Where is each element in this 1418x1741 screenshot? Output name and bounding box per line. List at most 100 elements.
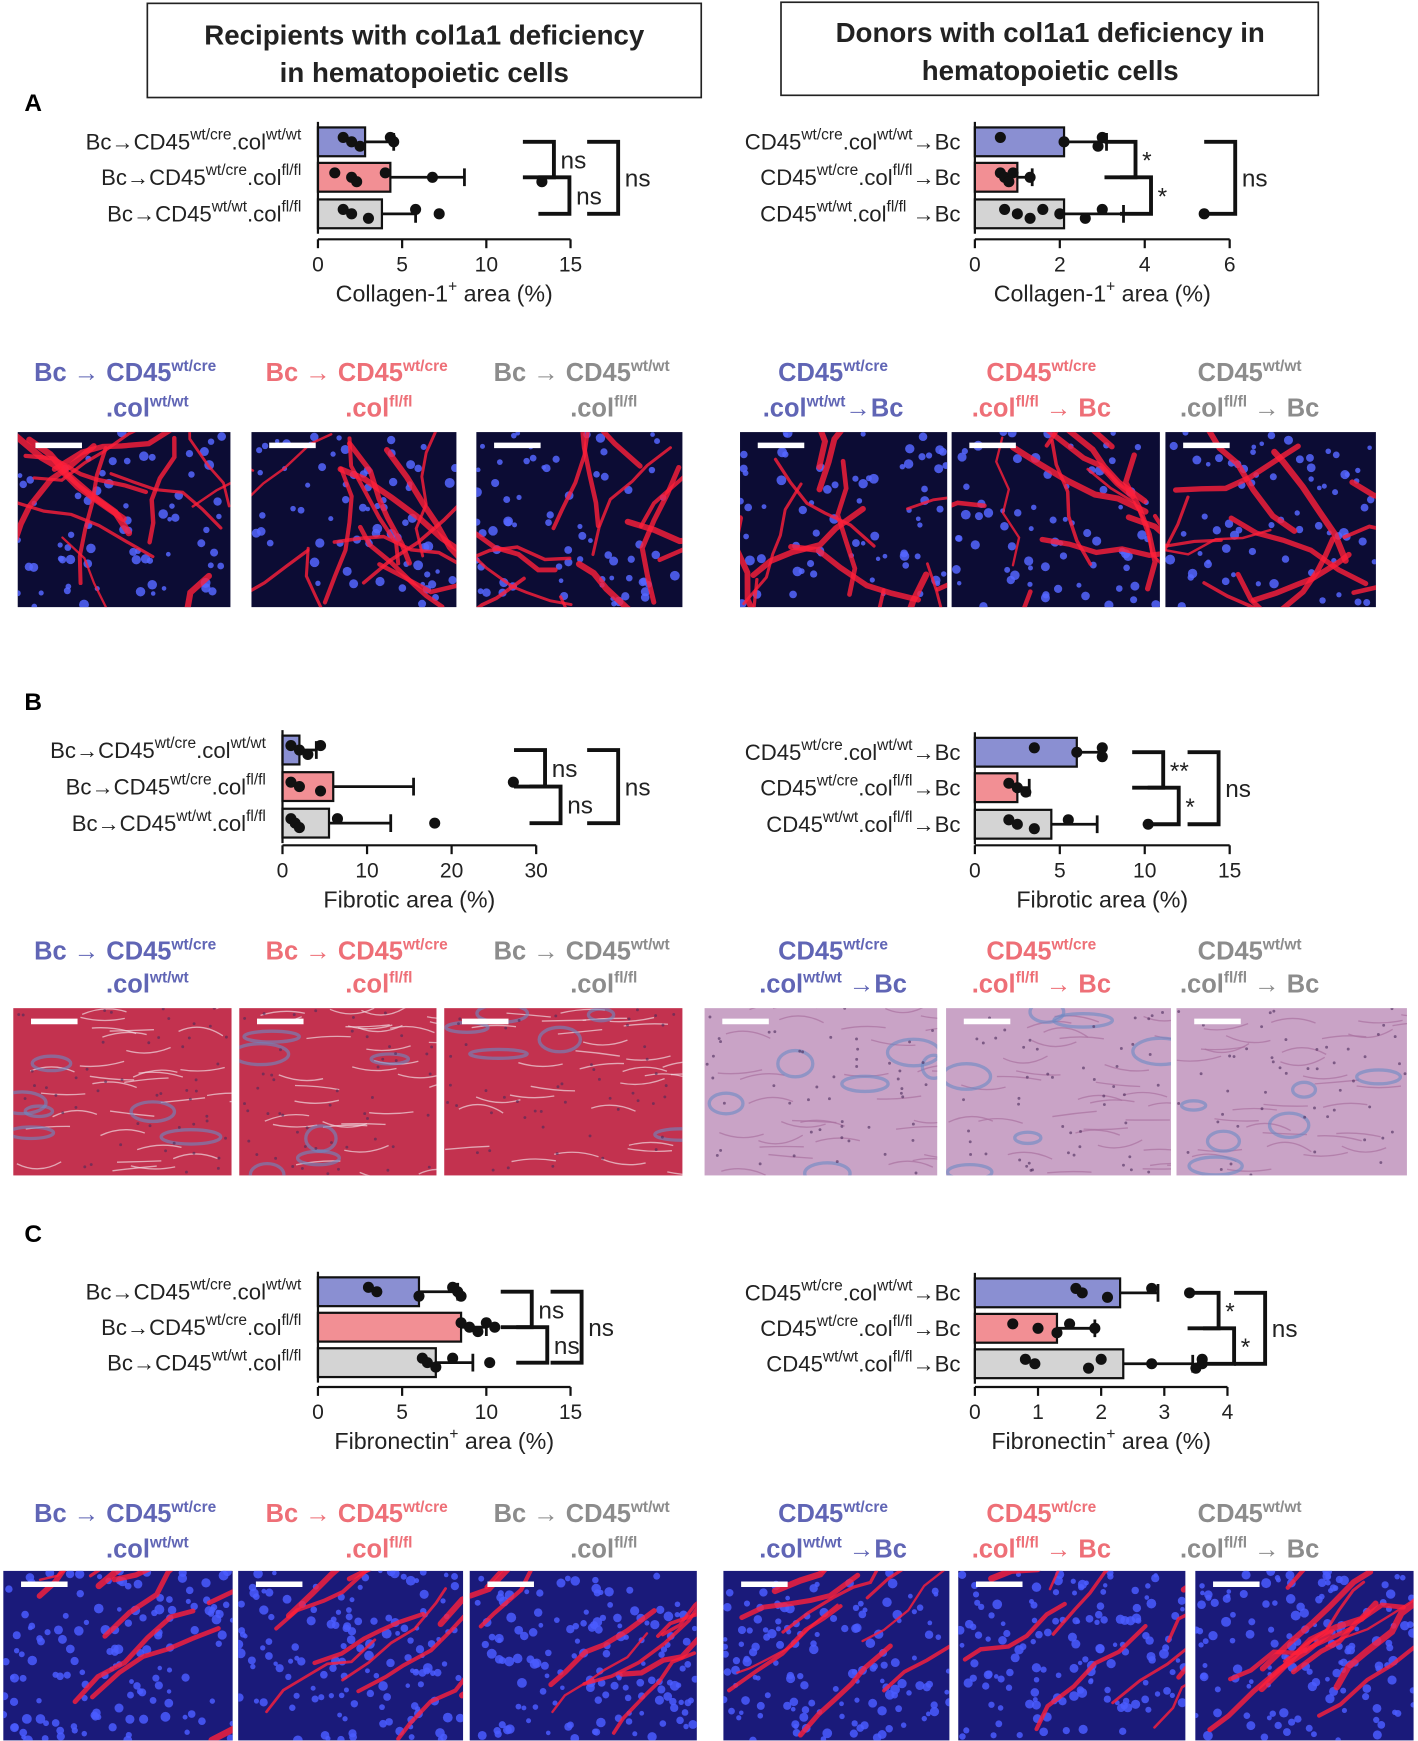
nucleus: [972, 1591, 980, 1598]
text-part: →Bc: [842, 971, 907, 999]
collagen: [803, 1161, 852, 1176]
nucleus: [311, 1695, 319, 1703]
cell: [1376, 1032, 1380, 1036]
nucleus: [318, 463, 327, 472]
nucleus: [732, 1657, 741, 1665]
nucleus: [38, 590, 44, 596]
text-part: .col: [972, 971, 1016, 999]
cell: [296, 1130, 299, 1134]
micrograph: [17, 432, 231, 608]
superscript: +: [1106, 1426, 1115, 1443]
fiber: [1207, 1629, 1334, 1733]
text-part: Fibrotic area (%): [323, 886, 495, 912]
nucleus: [1085, 1614, 1094, 1623]
tissue-fiber: [1143, 1148, 1171, 1151]
cell: [517, 1019, 521, 1022]
nucleus: [995, 1720, 1003, 1728]
nucleus: [740, 497, 744, 505]
nucleus: [1146, 1598, 1157, 1609]
category-label: Bc→CD45wt/cre.colwt/wt: [86, 1277, 302, 1305]
cell: [455, 1104, 459, 1107]
superscript: wt/cre: [170, 358, 216, 375]
nucleus: [691, 1675, 697, 1683]
cell: [631, 1091, 635, 1095]
micrograph-content: [723, 1570, 950, 1741]
tissue-fiber: [89, 1075, 135, 1081]
cell: [711, 1054, 715, 1058]
error-bar: [1123, 1354, 1195, 1373]
nucleus: [1317, 1578, 1327, 1587]
nucleus: [238, 1648, 246, 1659]
nucleus: [860, 541, 866, 546]
data-point: [1071, 746, 1083, 758]
cell: [291, 1164, 295, 1168]
fiber: [1051, 1570, 1109, 1636]
superscript: wt/cre: [800, 127, 842, 144]
data-point: [1007, 1318, 1019, 1330]
text-part: CD45: [760, 165, 817, 190]
nucleus: [1071, 1639, 1081, 1649]
nucleus: [736, 1715, 742, 1721]
nucleus: [161, 586, 167, 591]
nucleus: [1225, 1593, 1231, 1599]
cell: [101, 1040, 105, 1044]
fiber: [1317, 1645, 1414, 1718]
cell: [208, 1024, 212, 1028]
bar-chart: 0 1 2 3 4**ns: [969, 1272, 1298, 1424]
cell: [148, 1124, 152, 1128]
nucleus: [385, 1718, 393, 1726]
cell: [597, 1077, 601, 1081]
header-text: Donors with col1a1 deficiency in: [836, 17, 1265, 48]
nucleus: [474, 1599, 481, 1606]
nucleus: [998, 1636, 1007, 1645]
cell: [809, 1130, 813, 1134]
nucleus: [1316, 485, 1322, 491]
fiber: [773, 457, 876, 548]
nucleus: [1229, 1637, 1236, 1644]
text-part: CD45: [745, 1281, 802, 1306]
nucleus: [691, 1625, 697, 1632]
cell: [931, 1029, 934, 1032]
nucleus: [521, 1705, 527, 1711]
text-part: .col: [345, 395, 389, 423]
nucleus: [1070, 1578, 1076, 1584]
image-label: CD45wt/cre: [778, 358, 888, 387]
nucleus: [338, 1692, 345, 1699]
cell: [981, 1041, 985, 1045]
nucleus: [604, 551, 613, 559]
nucleus: [660, 1646, 668, 1653]
cell: [1315, 1067, 1319, 1071]
cell: [89, 1163, 93, 1166]
superscript: wt/cre: [170, 936, 216, 953]
nucleus: [1315, 1595, 1323, 1604]
tissue-fiber: [1122, 1091, 1168, 1098]
nucleus: [545, 1730, 551, 1736]
cell: [1249, 1173, 1253, 1176]
nucleus: [570, 1576, 581, 1586]
nucleus: [213, 497, 222, 506]
x-axis-label: Fibronectin+ area (%): [334, 1426, 554, 1454]
nucleus: [786, 1671, 795, 1680]
nucleus: [515, 432, 521, 436]
nucleus: [865, 475, 872, 482]
nucleus: [238, 1693, 244, 1702]
nucleus: [1055, 1672, 1062, 1679]
superscript: fl/fl: [614, 394, 637, 411]
nucleus: [166, 1667, 173, 1673]
fiber: [835, 458, 858, 597]
x-tick-label: 15: [1218, 859, 1241, 882]
cell: [475, 1151, 479, 1155]
cell: [921, 1061, 925, 1064]
nucleus: [65, 554, 76, 565]
fiber: [102, 1570, 174, 1639]
nucleus: [1053, 584, 1063, 593]
superscript: wt/cre: [842, 358, 888, 375]
nucleus: [482, 588, 491, 597]
tissue-fiber: [1263, 1103, 1308, 1107]
fiber: [740, 515, 755, 608]
nucleus: [1007, 432, 1017, 438]
nucleus: [918, 432, 928, 442]
data-point: [413, 1290, 425, 1302]
nucleus: [1169, 1692, 1175, 1699]
